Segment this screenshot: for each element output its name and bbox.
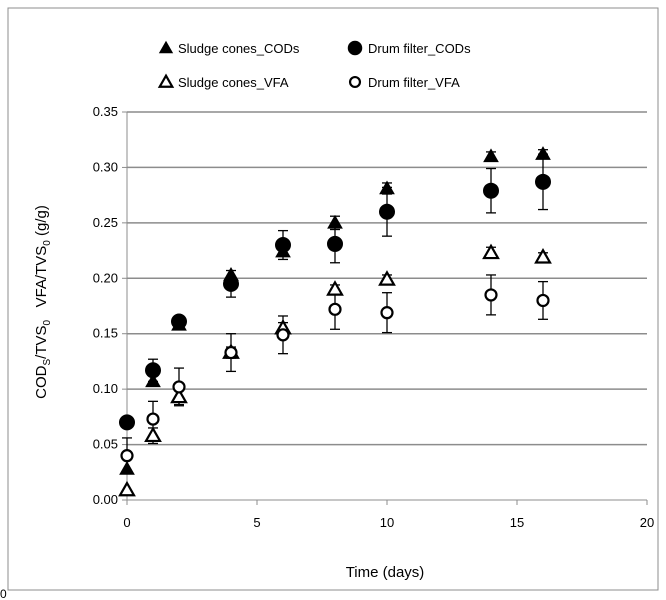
sludge-cones-cods-point bbox=[145, 373, 161, 388]
y-tick-label: 0.00 bbox=[93, 492, 118, 507]
data-points bbox=[118, 146, 552, 497]
x-axis-title: Time (days) bbox=[346, 564, 425, 581]
drum-filter-cods-point bbox=[327, 235, 343, 252]
y-tick-labels: 0.00 0.05 0.10 0.15 0.20 0.25 0.30 0.35 bbox=[93, 104, 118, 507]
x-tick-labels: 0 5 10 15 20 bbox=[123, 515, 654, 530]
y-axis-title: CODS/TVS0 VFA/TVS0 (g/g) bbox=[33, 205, 53, 399]
drum-filter-vfa-point bbox=[328, 302, 342, 316]
legend-marker bbox=[348, 75, 362, 89]
y-tick-label: 0.25 bbox=[93, 215, 118, 230]
legend-marker bbox=[157, 73, 175, 88]
drum-filter-cods-point bbox=[483, 182, 499, 199]
drum-filter-vfa-point bbox=[146, 412, 160, 426]
axes bbox=[122, 111, 648, 505]
y-axis-title-sub1: S bbox=[42, 359, 53, 366]
sludge-cones-cods-point bbox=[379, 180, 395, 195]
drum-filter-vfa-point bbox=[120, 449, 134, 463]
y-tick-label: 0.05 bbox=[93, 437, 118, 452]
drum-filter-cods-point bbox=[171, 313, 187, 330]
drum-filter-cods-point bbox=[535, 173, 551, 190]
sludge-cones-vfa-point bbox=[144, 426, 162, 443]
y-tick-label: 0.35 bbox=[93, 104, 118, 119]
y-axis-title-part3: VFA/TVS bbox=[33, 246, 50, 320]
drum-filter-cods-point bbox=[145, 362, 161, 379]
sludge-cones-cods-point bbox=[535, 146, 551, 160]
x-tick-label: 0 bbox=[123, 515, 130, 530]
y-axis-title-part4: (g/g) bbox=[33, 205, 50, 240]
y-axis-title-sub3: 0 bbox=[42, 240, 53, 246]
y-tick-label: 0.20 bbox=[93, 270, 118, 285]
sludge-cones-vfa-point bbox=[534, 248, 552, 264]
x-tick-label: 15 bbox=[510, 515, 524, 530]
drum-filter-vfa-point bbox=[172, 380, 186, 394]
x-tick-label: 20 bbox=[640, 515, 654, 530]
drum-filter-vfa-point bbox=[276, 328, 290, 342]
legend-marker bbox=[158, 40, 174, 54]
legend-marker bbox=[347, 40, 363, 56]
sludge-cones-vfa-point bbox=[378, 270, 396, 286]
drum-filter-vfa-point bbox=[484, 288, 498, 302]
y-tick-label: 0.10 bbox=[93, 381, 118, 396]
x-tick-label: 5 bbox=[253, 515, 260, 530]
drum-filter-cods-point bbox=[119, 414, 135, 431]
x-tick-label: 10 bbox=[380, 515, 394, 530]
legend-label: Sludge cones_CODs bbox=[178, 41, 300, 56]
sludge-cones-vfa-point bbox=[118, 480, 136, 497]
drum-filter-vfa-point bbox=[224, 345, 238, 360]
y-tick-label: 0.15 bbox=[93, 326, 118, 341]
chart-frame bbox=[7, 7, 659, 591]
y-tick-label: 0.30 bbox=[93, 159, 118, 174]
sludge-cones-cods-point bbox=[119, 460, 135, 475]
stray-label: 0 bbox=[0, 587, 7, 600]
sludge-cones-cods-point bbox=[483, 148, 499, 163]
drum-filter-cods-point bbox=[379, 203, 395, 220]
sludge-cones-cods-point bbox=[327, 214, 343, 229]
y-axis-title-sub2: 0 bbox=[42, 319, 53, 325]
drum-filter-cods-point bbox=[275, 237, 291, 254]
y-axis-title-part1: COD bbox=[33, 365, 50, 399]
legend-label: Sludge cones_VFA bbox=[178, 75, 289, 90]
drum-filter-vfa-point bbox=[536, 293, 550, 308]
legend-label: Drum filter_CODs bbox=[368, 41, 471, 56]
legend-label: Drum filter_VFA bbox=[368, 75, 460, 90]
sludge-cones-vfa-point bbox=[170, 387, 188, 404]
legend: Sludge cones_CODs Drum filter_CODs Sludge … bbox=[157, 40, 471, 90]
sludge-cones-vfa-point bbox=[482, 243, 500, 260]
y-axis-title-part2: /TVS bbox=[33, 325, 50, 358]
sludge-cones-vfa-point bbox=[326, 280, 344, 296]
drum-filter-cods-point bbox=[223, 275, 239, 292]
drum-filter-vfa-point bbox=[380, 306, 394, 320]
